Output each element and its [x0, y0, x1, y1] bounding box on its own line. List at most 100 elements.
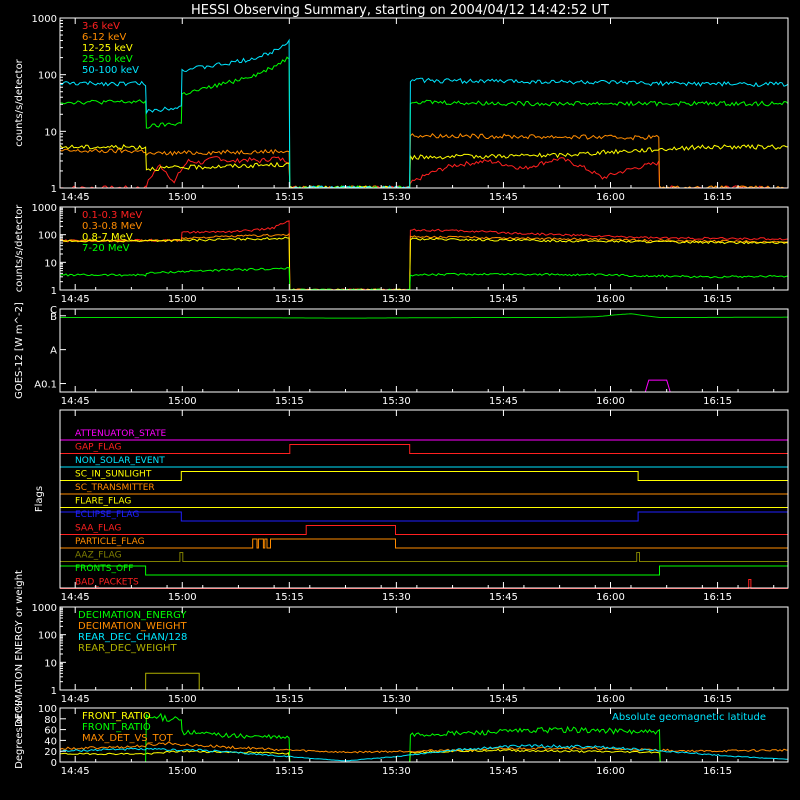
- x-tick-label: 15:45: [489, 766, 518, 777]
- y-tick-label: 10: [44, 258, 57, 269]
- x-tick-label: 15:45: [489, 694, 518, 705]
- legend-entry: 0.8-7 MeV: [82, 232, 133, 243]
- flag-label: AAZ_FLAG: [75, 551, 122, 561]
- x-tick-label: 16:00: [596, 694, 625, 705]
- series-line: [60, 313, 788, 319]
- series-line: [59, 743, 789, 762]
- x-tick-label: 16:15: [703, 766, 732, 777]
- legend-entry: 3-6 keV: [82, 21, 120, 32]
- x-tick-label: 15:15: [275, 192, 304, 203]
- y-tick-label: C: [50, 305, 57, 316]
- x-tick-label: 15:00: [168, 396, 197, 407]
- x-tick-label: 15:45: [489, 592, 518, 603]
- y-tick-label: 100: [38, 704, 57, 715]
- flag-line: [60, 444, 788, 454]
- series-line: [59, 266, 789, 291]
- legend-entry: REAR_DEC_WEIGHT: [78, 643, 177, 654]
- x-tick-label: 15:15: [275, 396, 304, 407]
- series-line: [59, 144, 789, 189]
- legend-entry: 50-100 keV: [82, 65, 139, 76]
- flag-label: SC_IN_SUNLIGHT: [75, 470, 152, 480]
- x-tick-label: 15:45: [489, 192, 518, 203]
- x-tick-label: 16:00: [596, 592, 625, 603]
- legend-entry: REAR_DEC_CHAN/128: [78, 632, 187, 643]
- flag-label: ECLIPSE_FLAG: [75, 510, 139, 520]
- x-tick-label: 15:15: [275, 592, 304, 603]
- x-tick-label: 16:15: [703, 294, 732, 305]
- chart-title: HESSI Observing Summary, starting on 200…: [191, 3, 609, 18]
- y-tick-label: 1000: [32, 603, 57, 614]
- legend-entry: 6-12 keV: [82, 32, 126, 43]
- series-line: [59, 56, 789, 189]
- series-line: [59, 741, 789, 754]
- y-tick-label: 1: [51, 686, 57, 697]
- x-tick-label: 15:00: [168, 592, 197, 603]
- flag-label: ATTENUATOR_STATE: [75, 429, 167, 439]
- legend-entry: 0.3-0.8 MeV: [82, 221, 142, 232]
- flag-label: FLARE_FLAG: [75, 497, 131, 507]
- y-tick-label: A: [50, 346, 57, 357]
- flag-line: [60, 552, 788, 562]
- x-tick-label: 14:45: [61, 592, 90, 603]
- y-tick-label: 10: [44, 127, 57, 138]
- y-tick-label: B: [50, 312, 57, 323]
- x-tick-label: 14:45: [61, 294, 90, 305]
- legend-entry: 7-20 MeV: [82, 243, 130, 254]
- y-tick-label: 100: [38, 71, 57, 82]
- x-tick-label: 15:45: [489, 294, 518, 305]
- x-tick-label: 16:15: [703, 396, 732, 407]
- legend-entry: DECIMATION_ENERGY: [78, 610, 187, 621]
- x-tick-label: 15:15: [275, 694, 304, 705]
- flag-label: GAP_FLAG: [75, 443, 121, 453]
- x-tick-label: 16:00: [596, 396, 625, 407]
- x-tick-label: 16:15: [703, 592, 732, 603]
- x-tick-label: 14:45: [61, 766, 90, 777]
- x-tick-label: 15:45: [489, 396, 518, 407]
- x-tick-label: 16:00: [596, 766, 625, 777]
- x-tick-label: 15:30: [382, 694, 411, 705]
- x-tick-label: 16:00: [596, 294, 625, 305]
- y-axis-label: counts/s/detector: [14, 204, 25, 292]
- x-tick-label: 15:30: [382, 766, 411, 777]
- panel-frame: [59, 308, 789, 393]
- panel-frame: [59, 17, 789, 189]
- y-tick-label: 80: [44, 715, 57, 726]
- flag-label: PARTICLE_FLAG: [75, 537, 145, 547]
- y-tick-label: 40: [44, 736, 57, 747]
- x-tick-label: 15:15: [275, 766, 304, 777]
- x-tick-label: 15:00: [168, 766, 197, 777]
- panel-frame: [59, 409, 789, 589]
- panel-frame: [59, 707, 789, 763]
- y-axis-label: Degrees or %: [14, 701, 25, 769]
- x-tick-label: 15:15: [275, 294, 304, 305]
- y-tick-label: A0.1: [34, 380, 57, 391]
- x-tick-label: 15:30: [382, 192, 411, 203]
- y-tick-label: 20: [44, 747, 57, 758]
- legend-entry: MAX_DET_VS_TOT: [82, 733, 174, 744]
- y-tick-label: 1: [51, 286, 57, 297]
- flag-line: [60, 471, 788, 481]
- flag-label: SC_TRANSMITTER: [75, 483, 155, 493]
- y-tick-label: 100: [38, 231, 57, 242]
- legend-entry: FRONT_RATIO: [82, 722, 151, 733]
- x-tick-label: 16:15: [703, 694, 732, 705]
- x-tick-label: 16:15: [703, 192, 732, 203]
- y-axis-label: GOES-12 [W m^-2]: [14, 302, 25, 399]
- x-tick-label: 15:00: [168, 694, 197, 705]
- series-line: [59, 38, 789, 189]
- legend-entry: 0.1-0.3 MeV: [82, 210, 142, 221]
- legend-entry: 12-25 keV: [82, 43, 133, 54]
- y-tick-label: 1: [51, 184, 57, 195]
- y-tick-label: 10: [44, 658, 57, 669]
- y-axis-label: DECIMATION ENERGY or weight: [14, 570, 25, 727]
- y-tick-label: 1000: [32, 203, 57, 214]
- x-tick-label: 15:00: [168, 294, 197, 305]
- flag-label: SAA_FLAG: [75, 524, 121, 534]
- flag-label: NON_SOLAR_EVENT: [75, 456, 165, 466]
- y-tick-label: 1000: [32, 14, 57, 25]
- x-tick-label: 16:00: [596, 192, 625, 203]
- legend-entry: 25-50 keV: [82, 54, 133, 65]
